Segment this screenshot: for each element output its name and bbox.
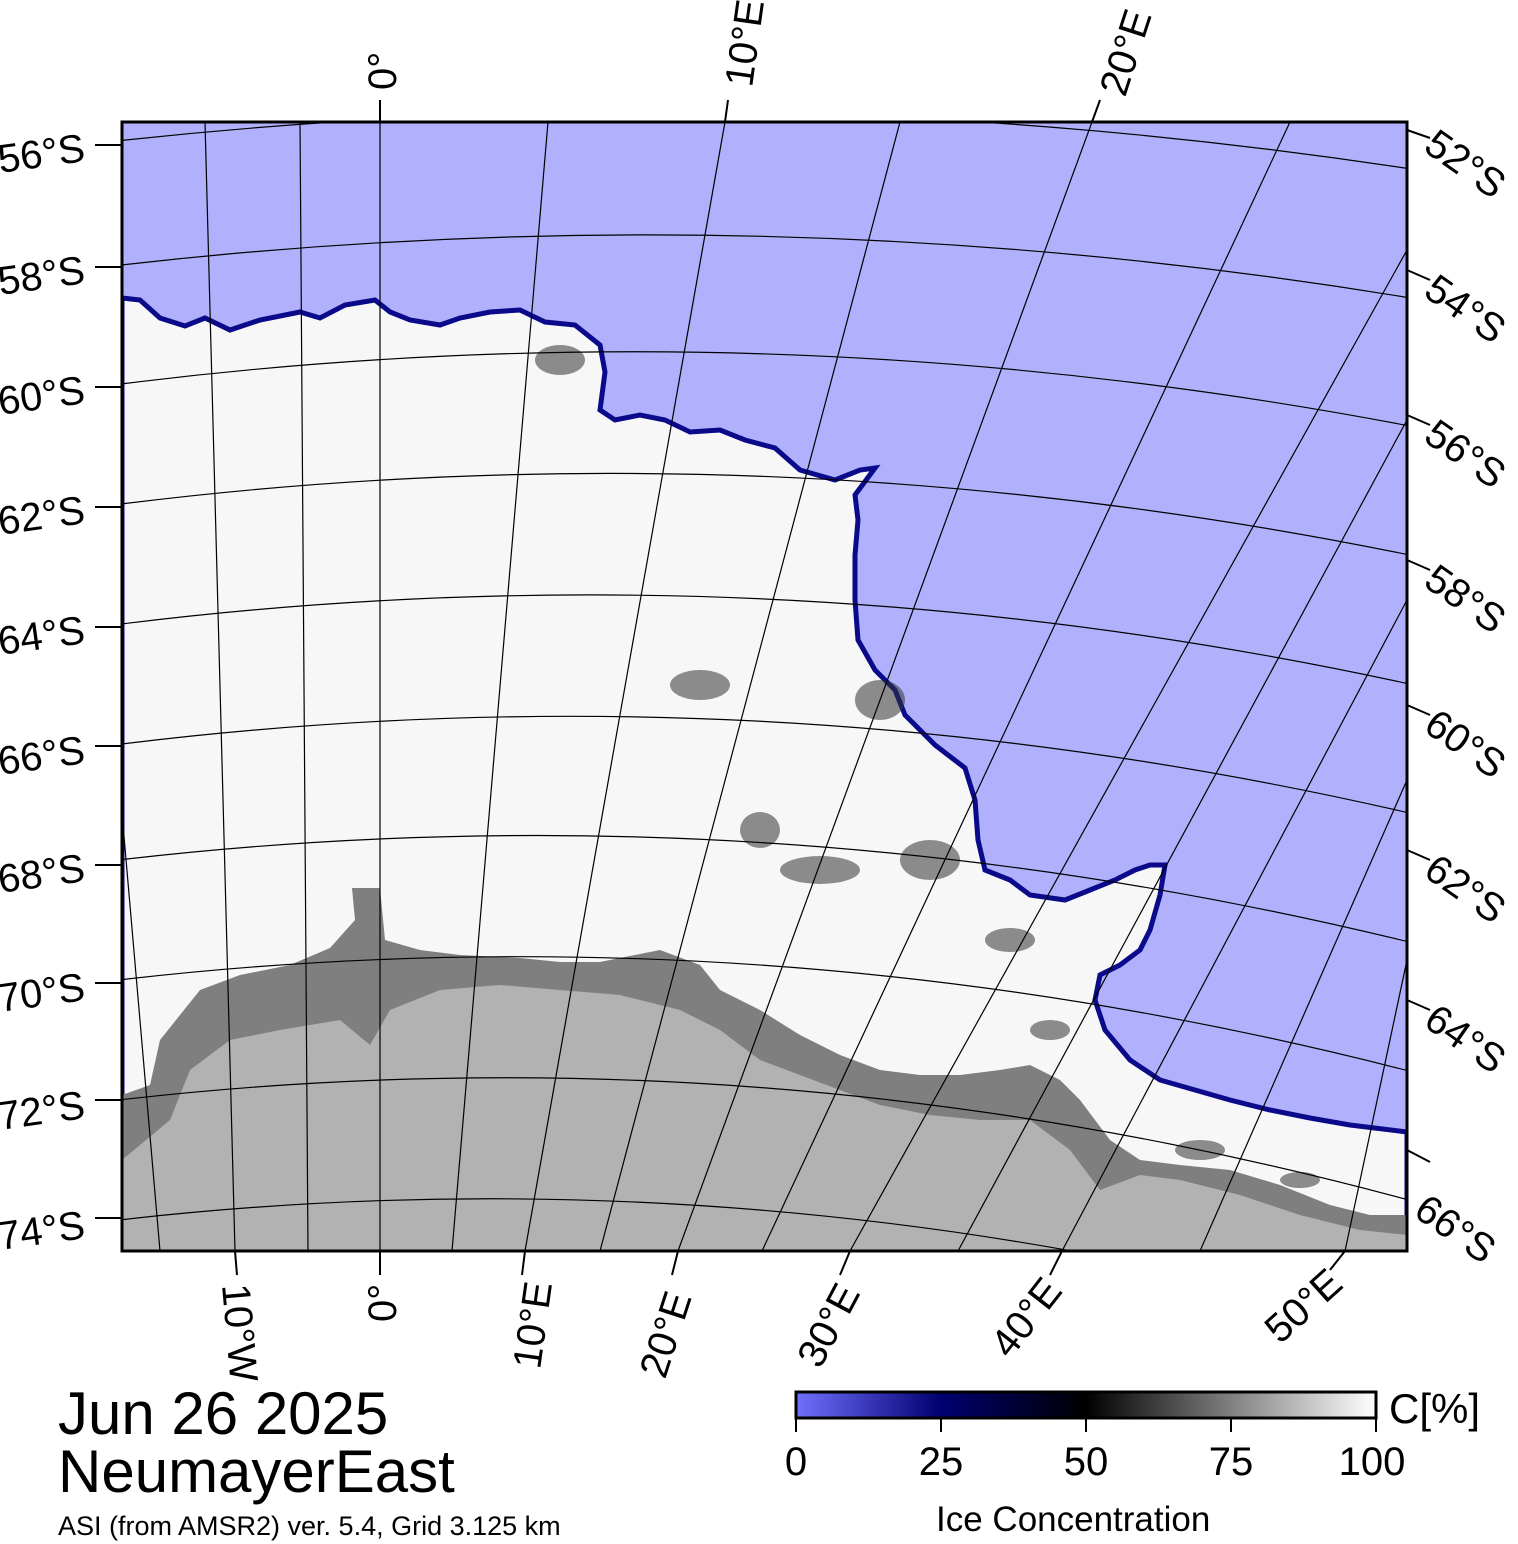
- lat-label: 62°S: [1417, 846, 1514, 932]
- lon-label: 20°E: [632, 1286, 701, 1383]
- lat-label: 54°S: [1417, 266, 1514, 352]
- lat-label: 74°S: [0, 1203, 88, 1259]
- colorbar-tick-label: 25: [918, 1440, 964, 1484]
- colorbar: [794, 1390, 1378, 1420]
- colorbar-ticks: [795, 1418, 1377, 1432]
- lat-label: 64°S: [0, 608, 88, 664]
- lon-label: 30°E: [789, 1277, 869, 1375]
- colorbar-tick-label: 100: [1338, 1440, 1406, 1484]
- lon-labels-bottom: 10°W 0° 10°E 20°E 30°E 40°E 50°E: [213, 1261, 1351, 1384]
- lon-label: 10°E: [717, 0, 773, 89]
- lat-label: 52°S: [1417, 121, 1514, 207]
- lon-label: 0°: [361, 52, 405, 90]
- map-date: Jun 26 2025: [58, 1380, 389, 1447]
- lat-label: 66°S: [0, 728, 88, 784]
- lat-labels-right: 52°S 54°S 56°S 58°S 60°S 62°S 64°S 66°S: [1407, 121, 1514, 1272]
- lat-label: 56°S: [0, 126, 88, 182]
- colorbar-tick-label: 0: [784, 1440, 808, 1484]
- lat-label: 72°S: [0, 1083, 88, 1139]
- lon-label: 40°E: [982, 1270, 1070, 1366]
- colorbar-title: Ice Concentration: [936, 1500, 1211, 1539]
- graticule-meridians: [122, 122, 1407, 1251]
- lat-label: 56°S: [1417, 411, 1514, 497]
- lat-labels-left: 56°S 58°S 60°S 62°S 64°S 66°S 68°S 70°S …: [0, 126, 88, 1259]
- lat-label: 60°S: [0, 368, 88, 424]
- colorbar-unit: C[%]: [1389, 1385, 1481, 1432]
- low-concentration-patches: [535, 345, 1320, 1188]
- colorbar-tick-label: 50: [1063, 1440, 1109, 1484]
- data-source: ASI (from AMSR2) ver. 5.4, Grid 3.125 km: [58, 1511, 561, 1541]
- lat-label: 68°S: [0, 846, 88, 902]
- tick-marks: [95, 99, 1431, 1276]
- lon-labels-top: 0° 10°E 20°E: [361, 0, 1160, 101]
- lon-label: 10°W: [213, 1282, 265, 1384]
- region-name: NeumayerEast: [58, 1438, 455, 1505]
- lat-label: 58°S: [1417, 556, 1514, 642]
- colorbar-tick-label: 75: [1208, 1440, 1254, 1484]
- lon-label: 10°E: [505, 1279, 561, 1371]
- graticule-parallels: [122, 122, 1407, 1251]
- lat-label: 62°S: [0, 488, 88, 544]
- lat-label: 60°S: [1417, 701, 1514, 787]
- lat-label: 66°S: [1407, 1186, 1504, 1272]
- antarctic-land: [122, 985, 1407, 1251]
- lat-label: 64°S: [1417, 996, 1514, 1082]
- lat-label: 58°S: [0, 248, 88, 304]
- lon-label: 0°: [361, 1284, 405, 1322]
- lat-label: 70°S: [0, 965, 88, 1021]
- lon-label: 50°E: [1257, 1261, 1351, 1352]
- map-frame: [120, 120, 1409, 1253]
- lon-label: 20°E: [1092, 4, 1161, 101]
